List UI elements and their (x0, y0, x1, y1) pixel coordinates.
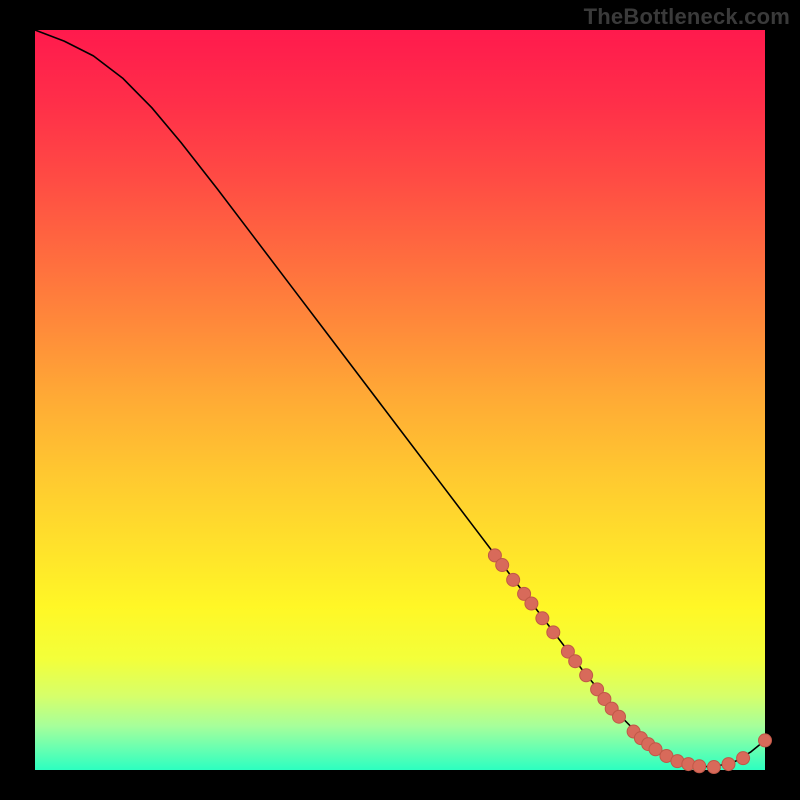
data-marker (580, 669, 593, 682)
data-marker (547, 626, 560, 639)
data-marker (737, 752, 750, 765)
data-marker (496, 559, 509, 572)
chart-container: TheBottleneck.com (0, 0, 800, 800)
data-marker (536, 612, 549, 625)
data-marker (722, 758, 735, 771)
data-marker (613, 710, 626, 723)
data-marker (693, 760, 706, 773)
data-marker (507, 573, 520, 586)
bottleneck-chart (0, 0, 800, 800)
data-marker (569, 655, 582, 668)
chart-plot-area (35, 30, 765, 770)
watermark-text: TheBottleneck.com (584, 4, 790, 30)
data-marker (525, 597, 538, 610)
data-marker (707, 761, 720, 774)
data-marker (759, 734, 772, 747)
